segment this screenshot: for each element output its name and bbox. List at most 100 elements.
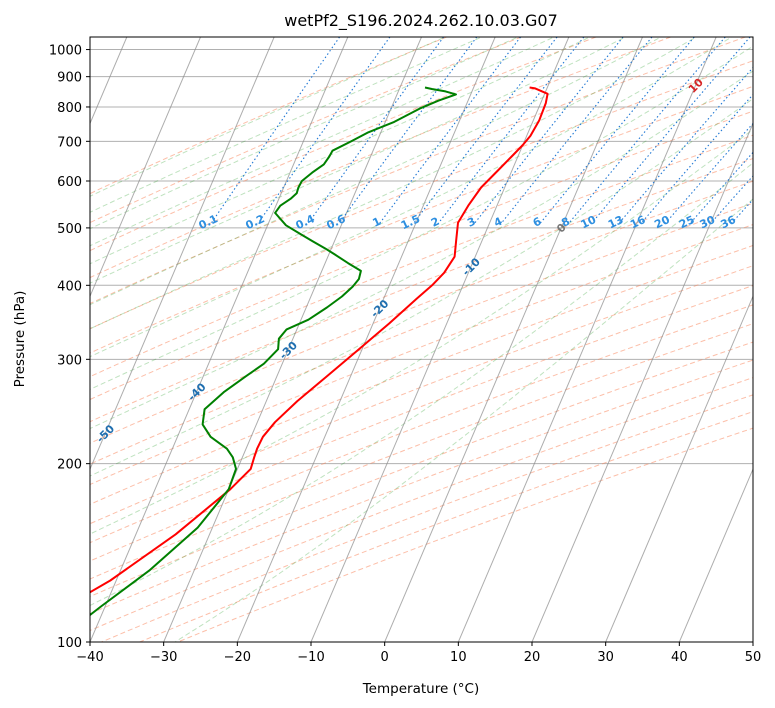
moist-adiabat [90,37,627,284]
plot-area: 0.10.20.40.611.52346810131620253036-100-… [2,37,753,642]
x-tick-label: −20 [224,650,251,665]
moist-adiabat [90,37,592,265]
moist-adiabat [174,198,753,642]
mixing-ratio-label: 36 [719,213,739,231]
isotherm [90,37,201,298]
isotherm [384,37,643,642]
temperature-line [90,86,549,594]
mixing-ratio-line [568,37,726,224]
mixing-ratio-line [689,151,753,224]
dry-adiabat [90,359,753,615]
dry-adiabat [139,411,753,642]
isotherm [90,37,349,642]
dry-adiabats [90,37,753,642]
y-tick-label: 500 [57,222,82,237]
mixing-ratio-label: 0.2 [244,212,267,232]
x-axis-label: Temperature (°C) [362,681,480,697]
y-tick-label: 900 [57,71,82,86]
mixing-ratio-line [307,37,445,224]
isotherm [531,122,753,642]
y-axis-label: Pressure (hPa) [12,291,28,388]
dry-adiabat [90,265,753,525]
dry-adiabat [90,180,753,444]
mixing-ratio-line [640,93,753,224]
y-tick-label: 700 [57,135,82,150]
moist-adiabats [90,37,753,642]
pressure-gridlines [90,49,753,642]
isopleth-labels: 0.10.20.40.611.52346810131620253036-100-… [2,75,739,487]
moist-adiabat [90,98,753,477]
isotherm-label: -30 [277,339,300,362]
dry-adiabat [90,323,753,580]
dry-adiabat [90,37,746,305]
dry-adiabat [90,37,522,224]
isotherm-label: -20 [368,297,391,320]
isotherm-label: -40 [185,380,208,403]
y-tick-label: 300 [57,353,82,368]
dewpoint-line [90,86,457,617]
mixing-ratio-line [379,37,522,224]
dry-adiabat [90,157,753,423]
moist-adiabat [90,37,447,197]
isotherm [310,37,570,642]
x-tick-label: 50 [745,650,762,665]
y-tick-label: 1000 [49,44,82,59]
dry-adiabat [90,341,753,598]
mixing-ratio-line [437,37,585,224]
isotherm-label: -10 [460,255,483,278]
moist-adiabat [90,70,753,430]
plot-frame [89,36,754,643]
isotherm [605,295,753,642]
isotherm [752,640,753,642]
moist-adiabat [90,162,753,607]
y-tick-label: 800 [57,101,82,116]
y-axis-ticks: 100 200 300 400 500 600 700 800 900 1000 [49,44,90,651]
mixing-ratio-label: 25 [677,213,696,231]
moist-adiabat [90,37,556,247]
dry-adiabat [90,37,597,252]
mixing-ratio-label: 10 [579,213,599,231]
x-tick-label: 20 [524,650,541,665]
sounding-profiles [90,86,549,617]
x-tick-label: 40 [671,650,688,665]
mixing-ratio-label: 0.6 [324,212,347,232]
dry-adiabat [90,134,753,401]
moist-adiabat [90,37,520,230]
moist-adiabat [90,37,733,358]
dry-adiabat [90,85,753,354]
mixing-ratio-line [710,175,753,224]
mixing-ratio-label: 30 [698,213,718,231]
x-axis-ticks: −40 −30 −20 −10 0 10 20 30 40 50 [76,642,761,665]
mixing-ratio-line [590,37,751,224]
isotherm [90,37,275,471]
x-tick-label: 10 [450,650,467,665]
mixing-ratio-line [539,37,695,224]
skewed-isotherms [90,37,753,642]
isotherm [236,37,496,642]
mixing-ratio-label: 16 [628,213,648,231]
mixing-ratio-line [500,37,653,224]
x-tick-label: −40 [76,650,103,665]
moist-adiabat [90,37,662,306]
x-tick-label: 30 [597,650,614,665]
dry-adiabat [90,202,753,465]
mixing-ratio-line [412,37,558,224]
y-tick-label: 600 [57,175,82,190]
moist-adiabat [90,37,483,213]
mixing-ratio-line [618,66,753,224]
isotherm [678,467,753,642]
y-tick-label: 200 [57,458,82,473]
mixing-ratio-line [664,122,753,224]
mixing-ratio-line [257,37,391,224]
mixing-ratio-line [210,37,341,224]
x-tick-label: 0 [381,650,389,665]
dry-adiabat [90,244,753,505]
x-tick-label: −10 [297,650,324,665]
isotherm-label: -60 [2,464,25,487]
dry-adiabat [177,427,753,642]
x-tick-label: −30 [150,650,177,665]
y-tick-label: 400 [57,279,82,294]
dry-adiabat [90,304,753,562]
moist-adiabat [90,128,753,535]
